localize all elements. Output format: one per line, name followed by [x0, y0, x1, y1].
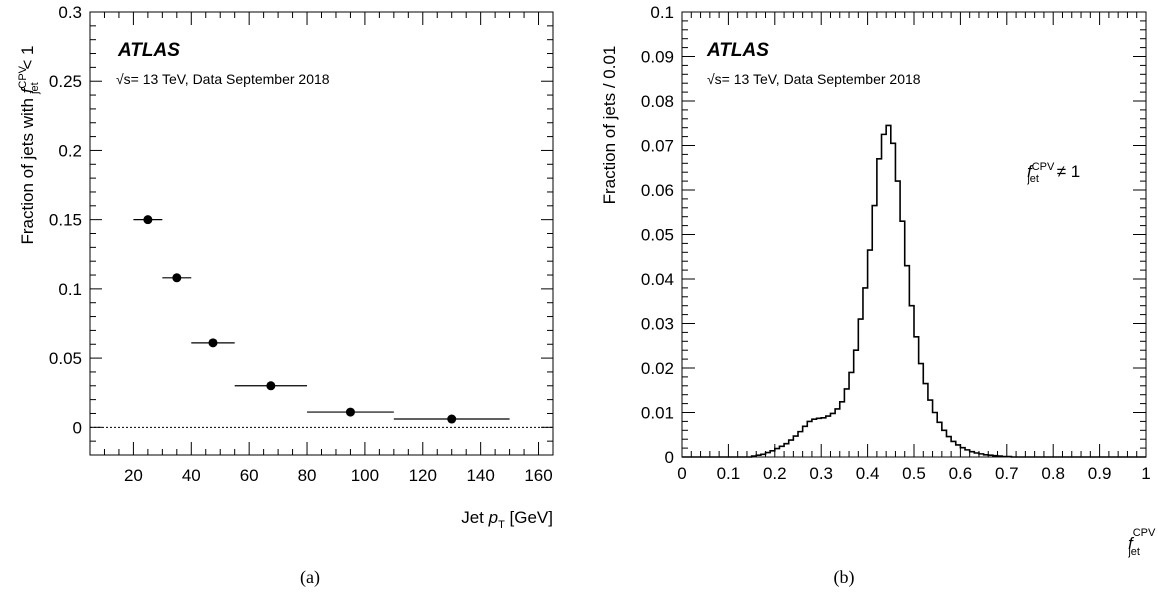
- x-tick-label: 60: [240, 466, 259, 485]
- y-tick-label: 0.09: [641, 48, 674, 67]
- data-point: [345, 407, 355, 417]
- panel-a-y-ticks: 0 0.05 0.1 0.15 0.2 0.25 0.3: [49, 3, 553, 442]
- x-tick-label: 120: [409, 466, 437, 485]
- x-tick-label: 0.3: [809, 464, 833, 483]
- x-tick-label: 0.5: [902, 464, 926, 483]
- x-tick-label: 80: [298, 466, 317, 485]
- data-point: [172, 273, 182, 283]
- panel-a-data-points: [133, 215, 510, 424]
- y-tick-label: 0.2: [58, 141, 82, 160]
- panel-a-x-axis-label: Jet pT [GeV]: [461, 508, 553, 531]
- y-tick-label: 0.15: [49, 211, 82, 230]
- panel-a-experiment-label: ATLAS: [117, 40, 180, 61]
- panel-b-caption: (b): [834, 567, 855, 588]
- x-tick-label: 160: [524, 466, 552, 485]
- x-tick-label: 40: [182, 466, 201, 485]
- panel-b-histogram: [682, 124, 1146, 458]
- panel-b-annotation: fCPV jet ≠ 1: [1026, 161, 1080, 185]
- x-tick-label: 1: [1141, 464, 1150, 483]
- y-tick-label: 0.1: [58, 280, 82, 299]
- y-tick-label: 0: [73, 418, 82, 437]
- x-tick-label: 0.9: [1088, 464, 1112, 483]
- panel-a-caption: (a): [300, 567, 320, 588]
- panel-a-info-label: √s= 13 TeV, Data September 2018: [116, 71, 330, 87]
- y-tick-label: 0.08: [641, 92, 674, 111]
- y-tick-label: 0.02: [641, 359, 674, 378]
- y-tick-label: 0.07: [641, 137, 674, 156]
- y-tick-label: 0.05: [49, 349, 82, 368]
- data-point: [208, 338, 218, 348]
- panel-b-x-ticks: 0 0.1 0.2 0.3 0.4 0.5 0.6 0.7 0.8 0.9 1: [677, 12, 1151, 483]
- y-tick-label: 0.06: [641, 181, 674, 200]
- x-tick-label: 0.2: [763, 464, 787, 483]
- panel-a-y-axis-label: Fraction of jets with fCPVjet < 1: [17, 46, 41, 245]
- y-tick-label: 0.05: [641, 226, 674, 245]
- y-tick-label: 0.3: [58, 3, 82, 22]
- panel-b-x-axis-label: fCPV jet: [1127, 527, 1156, 558]
- x-tick-label: 0.6: [949, 464, 973, 483]
- panel-b: 0 0.01 0.02 0.03 0.04 0.05 0.06 0.07 0.08 0.09 0.1…: [600, 3, 1156, 588]
- x-tick-label: 0.4: [856, 464, 880, 483]
- y-tick-label: 0: [665, 448, 674, 467]
- panel-b-info-label: √s= 13 TeV, Data September 2018: [707, 71, 921, 87]
- panel-b-y-ticks: 0 0.01 0.02 0.03 0.04 0.05 0.06 0.07 0.08 0.09 0.1: [641, 3, 1146, 467]
- y-tick-label: 0.03: [641, 315, 674, 334]
- y-tick-label: 0.01: [641, 404, 674, 423]
- panel-a-x-ticks: 20 40 60 80 100 120 140 160: [103, 12, 553, 485]
- data-point: [266, 381, 276, 391]
- x-tick-label: 0.7: [995, 464, 1019, 483]
- x-tick-label: 0.1: [717, 464, 741, 483]
- panel-a: 0 0.05 0.1 0.15 0.2 0.25 0.3 20 40 60 80 100 120 140…: [17, 3, 554, 588]
- y-tick-label: 0.25: [49, 72, 82, 91]
- y-tick-label: 0.1: [650, 3, 674, 22]
- x-tick-label: 140: [466, 466, 494, 485]
- x-tick-label: 0: [677, 464, 686, 483]
- y-tick-label: 0.04: [641, 270, 674, 289]
- x-tick-label: 20: [124, 466, 143, 485]
- data-point: [143, 215, 153, 225]
- panel-b-y-axis-label: Fraction of jets / 0.01: [600, 46, 619, 205]
- panel-b-experiment-label: ATLAS: [706, 40, 769, 61]
- x-tick-label: 0.8: [1041, 464, 1065, 483]
- x-tick-label: 100: [351, 466, 379, 485]
- data-point: [447, 414, 457, 424]
